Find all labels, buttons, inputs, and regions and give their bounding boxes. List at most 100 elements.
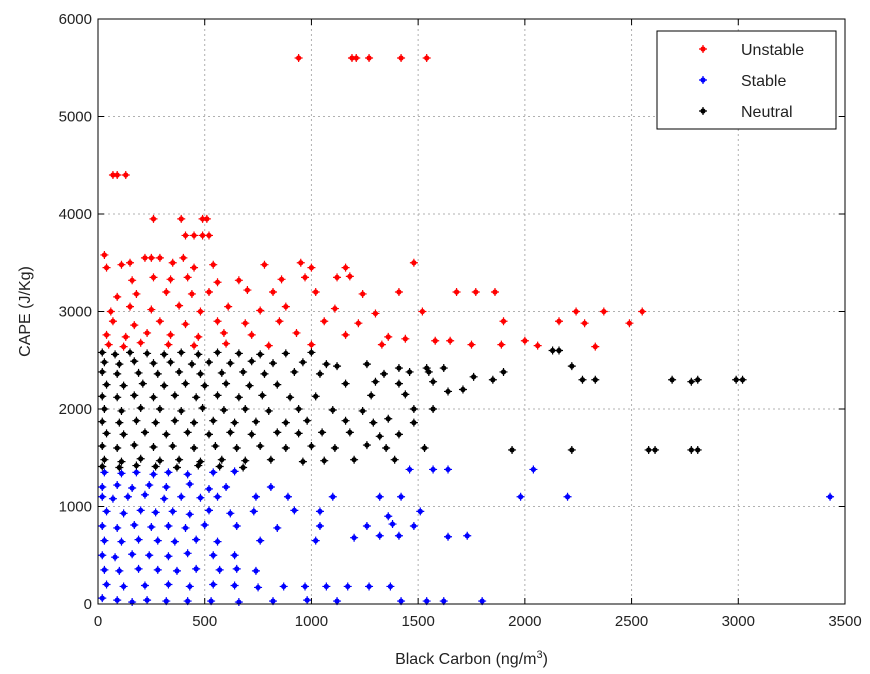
neutral-point (350, 455, 359, 464)
neutral-point (273, 428, 282, 437)
x-tick-label: 2000 (508, 613, 541, 630)
neutral-point (394, 430, 403, 439)
y-tick-label: 2000 (59, 401, 92, 418)
unstable-point (247, 330, 256, 339)
neutral-point (429, 405, 438, 413)
neutral-point (168, 442, 177, 451)
stable-point (164, 468, 173, 477)
unstable-point (234, 276, 243, 285)
unstable-point (219, 328, 228, 337)
neutral-point (100, 455, 109, 464)
unstable-point (166, 330, 175, 339)
neutral-point (162, 430, 171, 439)
stable-point (196, 493, 205, 502)
unstable-point (147, 305, 156, 314)
neutral-point (256, 350, 265, 359)
unstable-point (333, 273, 342, 282)
neutral-point (286, 393, 295, 402)
unstable-point (277, 275, 286, 284)
neutral-point (213, 348, 222, 357)
stable-point (429, 465, 438, 474)
neutral-point (269, 359, 278, 368)
unstable-point (497, 340, 506, 349)
neutral-point (307, 348, 316, 357)
x-axis-title-superscript: 3 (536, 649, 542, 661)
legend: Unstable Stable Neutral (656, 30, 837, 130)
stable-point (111, 553, 120, 562)
neutral-point (266, 455, 275, 464)
neutral-point (98, 367, 107, 376)
unstable-point (599, 307, 608, 316)
stable-point (181, 523, 190, 532)
stable-point (215, 565, 224, 574)
data-points (98, 54, 835, 607)
unstable-point (179, 253, 188, 262)
stable-point (290, 506, 299, 515)
stable-point (98, 492, 107, 501)
stable-point (279, 582, 288, 591)
unstable-point (204, 288, 213, 296)
neutral-point (693, 445, 702, 454)
neutral-point (194, 461, 203, 470)
stable-point (123, 492, 132, 501)
unstable-point (431, 336, 440, 345)
neutral-point (177, 348, 186, 357)
neutral-point (153, 369, 162, 378)
stable-point (226, 509, 235, 518)
neutral-point (488, 375, 497, 384)
y-axis-title: CAPE (J/Kg) (17, 266, 34, 357)
legend-marker-stable (699, 76, 707, 84)
unstable-point (301, 273, 310, 282)
neutral-point (469, 372, 478, 381)
unstable-point (130, 321, 139, 330)
stable-point (108, 494, 117, 503)
unstable-point (296, 258, 305, 267)
stable-point (388, 520, 397, 529)
stable-point (516, 492, 525, 501)
stable-point (375, 492, 384, 501)
unstable-point (108, 317, 117, 326)
stable-point (350, 533, 359, 542)
unstable-point (194, 332, 203, 341)
neutral-point (111, 350, 120, 359)
neutral-point (113, 393, 122, 402)
stable-point (230, 581, 239, 590)
neutral-point (98, 348, 107, 357)
unstable-point (126, 302, 135, 311)
stable-point (444, 465, 453, 474)
neutral-point (136, 454, 145, 463)
stable-point (256, 536, 265, 545)
unstable-point (520, 336, 529, 345)
axis-ticks: 0 500 1000 1500 2000 2500 3000 3500 0 1000 2000 300… (59, 11, 862, 630)
neutral-point (390, 455, 399, 464)
stable-point (192, 535, 201, 544)
neutral-point (140, 428, 149, 437)
neutral-point (345, 428, 354, 437)
unstable-point (177, 214, 186, 223)
neutral-point (239, 367, 248, 376)
unstable-point (104, 340, 113, 349)
unstable-point (384, 332, 393, 341)
neutral-point (138, 379, 147, 388)
neutral-point (234, 349, 243, 358)
legend-label-neutral: Neutral (741, 104, 793, 121)
neutral-point (136, 404, 145, 413)
neutral-point (420, 444, 429, 452)
neutral-point (177, 406, 186, 415)
unstable-point (190, 341, 199, 350)
unstable-point (418, 307, 427, 316)
neutral-point (192, 393, 201, 402)
unstable-point (397, 54, 406, 62)
stable-point (183, 470, 192, 479)
stable-point (98, 522, 107, 530)
neutral-point (160, 350, 169, 359)
stable-point (134, 535, 143, 544)
unstable-point (181, 231, 190, 240)
neutral-point (458, 385, 467, 394)
neutral-point (115, 418, 124, 427)
neutral-point (384, 414, 393, 423)
unstable-point (190, 231, 199, 240)
unstable-point (149, 273, 158, 282)
unstable-point (490, 288, 499, 296)
unstable-point (345, 272, 354, 281)
